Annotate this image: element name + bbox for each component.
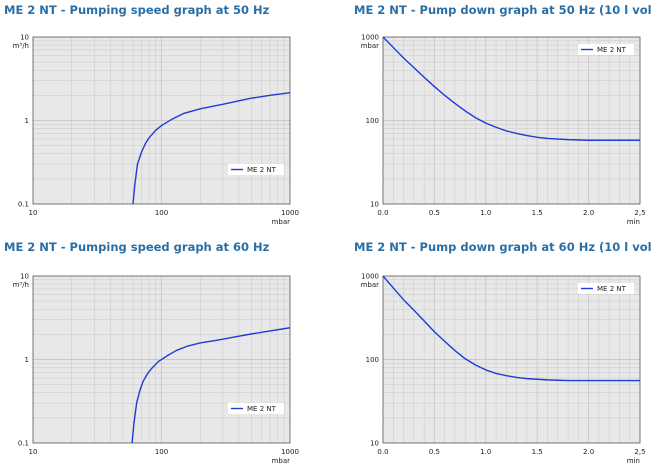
y-tick-label: 0.1: [18, 440, 29, 448]
series-line: [131, 327, 291, 444]
y-tick-label: 10: [20, 34, 29, 42]
x-tick-label: 100: [155, 448, 168, 456]
grid: [383, 37, 640, 204]
x-tick-label: 0.5: [429, 448, 440, 456]
x-tick-label: 2,5: [634, 209, 645, 217]
x-unit-label: mbar: [272, 457, 291, 465]
y-unit-label: m³/h: [13, 42, 29, 50]
y-tick-label: 10: [370, 440, 379, 448]
x-tick-label: 2.0: [583, 448, 594, 456]
x-tick-label: 1.0: [480, 448, 491, 456]
x-unit-label: min: [627, 457, 640, 465]
x-tick-label: 10: [29, 448, 38, 456]
y-unit-label: m³/h: [13, 281, 29, 289]
x-unit-label: mbar: [272, 218, 291, 226]
plot-frame: [382, 275, 641, 444]
y-tick-label: 1: [25, 117, 29, 125]
y-tick-label: 1: [25, 356, 29, 364]
legend-label: ME 2 NT: [597, 46, 627, 54]
chart-title: ME 2 NT - Pump down graph at 60 Hz (10 l…: [354, 240, 652, 254]
legend: ME 2 NT: [228, 403, 284, 414]
x-tick-label: 0.0: [377, 209, 388, 217]
y-tick-label: 100: [366, 356, 379, 364]
y-tick-label: 1000: [361, 34, 379, 42]
y-unit-label: mbar: [361, 42, 380, 50]
legend-box: [578, 283, 634, 294]
legend-label: ME 2 NT: [597, 285, 627, 293]
legend: ME 2 NT: [578, 283, 634, 294]
x-tick-label: 1000: [281, 209, 299, 217]
plot-frame: [32, 275, 291, 444]
y-tick-label: 1000: [361, 273, 379, 281]
legend: ME 2 NT: [228, 164, 284, 175]
y-tick-label: 10: [370, 201, 379, 209]
x-tick-label: 1.0: [480, 209, 491, 217]
legend-label: ME 2 NT: [247, 405, 277, 413]
chart-title: ME 2 NT - Pumping speed graph at 50 Hz: [4, 3, 270, 17]
grid: [33, 37, 290, 204]
series-line: [382, 275, 640, 382]
x-unit-label: min: [627, 218, 640, 226]
legend-box: [228, 403, 284, 414]
y-tick-label: 100: [366, 117, 379, 125]
chart-title: ME 2 NT - Pumping speed graph at 60 Hz: [4, 240, 270, 254]
series-line: [382, 36, 640, 141]
y-unit-label: mbar: [361, 281, 380, 289]
y-tick-label: 10: [20, 273, 29, 281]
legend-box: [228, 164, 284, 175]
legend-box: [578, 44, 634, 55]
chart-4: ME 2 NT - Pump down graph at 60 Hz (10 l…: [354, 240, 652, 465]
x-tick-label: 2,5: [634, 448, 645, 456]
x-tick-label: 1.5: [532, 209, 543, 217]
y-tick-label: 0.1: [18, 201, 29, 209]
x-tick-label: 10: [29, 209, 38, 217]
x-tick-label: 1000: [281, 448, 299, 456]
grid: [383, 276, 640, 443]
legend: ME 2 NT: [578, 44, 634, 55]
x-tick-label: 2.0: [583, 209, 594, 217]
x-tick-label: 0.0: [377, 448, 388, 456]
plot-frame: [382, 36, 641, 205]
chart-2: ME 2 NT - Pump down graph at 50 Hz (10 l…: [354, 3, 652, 226]
x-tick-label: 1.5: [532, 448, 543, 456]
plot-frame: [32, 36, 291, 205]
chart-3: ME 2 NT - Pumping speed graph at 60 Hz10…: [4, 240, 299, 465]
legend-label: ME 2 NT: [247, 166, 277, 174]
x-tick-label: 100: [155, 209, 168, 217]
chart-1: ME 2 NT - Pumping speed graph at 50 Hz10…: [4, 3, 299, 226]
chart-title: ME 2 NT - Pump down graph at 50 Hz (10 l…: [354, 3, 652, 17]
series-line: [132, 92, 291, 205]
x-tick-label: 0.5: [429, 209, 440, 217]
